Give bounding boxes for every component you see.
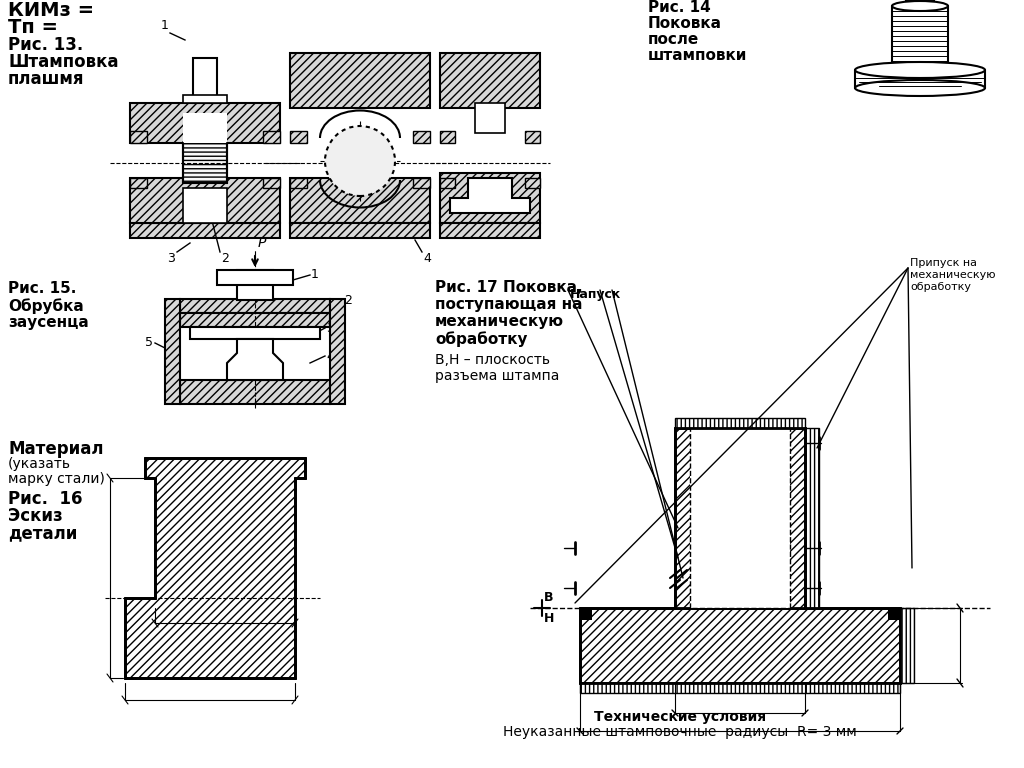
Bar (165, 299, 180, 404)
Bar (130, 178, 280, 223)
Bar (217, 270, 293, 285)
Text: Рис.  16: Рис. 16 (8, 490, 83, 508)
Text: обработку: обработку (910, 282, 971, 292)
Bar (180, 299, 330, 313)
Bar (237, 270, 273, 300)
Bar (440, 53, 540, 108)
Bar (290, 53, 430, 108)
Text: Неуказанные штамповочные  радиусы  R= 3 мм: Неуказанные штамповочные радиусы R= 3 мм (503, 725, 857, 739)
Text: Технические условия: Технические условия (594, 710, 766, 724)
Bar (183, 113, 227, 143)
Text: Рис. 17 Поковка,: Рис. 17 Поковка, (435, 280, 583, 295)
Bar (130, 131, 147, 143)
Bar (130, 223, 280, 238)
Ellipse shape (892, 1, 948, 11)
Bar (580, 608, 900, 683)
Text: КИМз =: КИМз = (8, 1, 94, 20)
Text: 5: 5 (145, 336, 153, 349)
Text: Рис. 14: Рис. 14 (648, 0, 711, 15)
Text: 2: 2 (344, 294, 352, 307)
Bar (675, 418, 805, 428)
Bar (263, 178, 280, 188)
Bar (888, 608, 900, 620)
Bar (440, 131, 455, 143)
Ellipse shape (855, 80, 985, 96)
Bar (330, 299, 345, 404)
Bar (183, 95, 227, 103)
Bar (475, 103, 505, 133)
Bar (180, 380, 330, 404)
Bar (525, 131, 540, 143)
Text: заусенца: заусенца (8, 315, 89, 330)
Text: В: В (544, 591, 554, 604)
Text: Обрубка: Обрубка (8, 298, 84, 314)
Text: Эскиз: Эскиз (8, 507, 62, 525)
Text: Рис. 13.: Рис. 13. (8, 36, 83, 54)
Text: 3: 3 (326, 322, 334, 335)
Text: 4: 4 (326, 349, 334, 362)
Text: марку стали): марку стали) (8, 472, 104, 486)
Bar (413, 178, 430, 188)
Text: плашмя: плашмя (8, 70, 85, 88)
Bar (805, 428, 819, 608)
Text: разъема штампа: разъема штампа (435, 369, 559, 383)
Bar (130, 178, 147, 188)
Bar (193, 58, 217, 103)
Text: 2: 2 (221, 252, 229, 265)
Bar (183, 188, 227, 223)
Text: после: после (648, 32, 699, 47)
Bar (290, 178, 307, 188)
Bar (580, 683, 900, 693)
Bar (290, 223, 430, 238)
Text: Напуск: Напуск (570, 288, 622, 301)
Bar (190, 327, 319, 339)
Text: штамповки: штамповки (648, 48, 748, 63)
Circle shape (325, 126, 395, 196)
Bar (290, 131, 307, 143)
Bar (440, 173, 540, 223)
Text: механическую: механическую (910, 270, 995, 280)
Bar (413, 131, 430, 143)
Bar (525, 178, 540, 188)
Ellipse shape (855, 62, 985, 78)
Bar (180, 313, 330, 327)
Bar (183, 143, 227, 183)
Text: детали: детали (8, 524, 78, 542)
Bar (263, 131, 280, 143)
Text: Тп =: Тп = (8, 18, 58, 37)
Bar (440, 223, 540, 238)
Text: Штамповка: Штамповка (8, 53, 119, 71)
Bar (440, 178, 455, 188)
Text: обработку: обработку (435, 331, 527, 346)
Text: поступающая на: поступающая на (435, 297, 583, 312)
Bar (580, 608, 592, 620)
Bar (290, 178, 430, 223)
Polygon shape (227, 339, 283, 380)
Bar (900, 608, 914, 683)
Bar (675, 428, 805, 608)
Polygon shape (125, 458, 305, 678)
Text: механическую: механическую (435, 314, 564, 329)
Text: 1: 1 (311, 269, 318, 282)
Text: 4: 4 (423, 252, 431, 265)
Bar (130, 103, 280, 143)
Polygon shape (450, 178, 530, 213)
Text: 3: 3 (167, 252, 175, 265)
Bar (690, 426, 790, 608)
Text: Припуск на: Припуск на (910, 258, 977, 268)
Text: Рис. 15.: Рис. 15. (8, 281, 77, 296)
Text: P: P (258, 236, 266, 250)
Text: 1: 1 (161, 19, 169, 32)
Text: (указать: (указать (8, 457, 71, 471)
Text: Поковка: Поковка (648, 16, 722, 31)
Text: Н: Н (544, 612, 554, 625)
Text: В,Н – плоскость: В,Н – плоскость (435, 353, 550, 367)
Text: Материал: Материал (8, 440, 103, 458)
